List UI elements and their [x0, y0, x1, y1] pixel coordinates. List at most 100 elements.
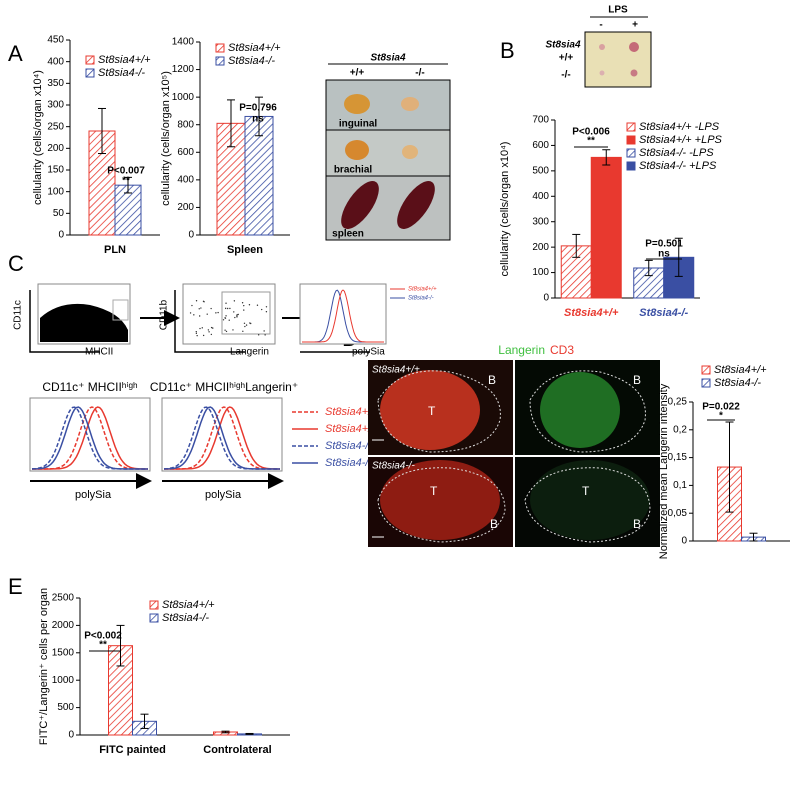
photo-column: +/+: [350, 68, 365, 79]
event-dot: [248, 304, 251, 306]
legend-label: St8sia4+/+: [714, 364, 767, 376]
event-dot: [198, 315, 201, 317]
event-dot: [201, 327, 203, 329]
event-dot: [224, 307, 227, 310]
legend-swatch: [215, 56, 225, 66]
event-dot: [193, 314, 195, 316]
panel-label: A: [8, 41, 23, 66]
plot-frame: [299, 283, 387, 345]
event-dot: [210, 333, 213, 336]
organ: [402, 145, 418, 159]
event-dot: [232, 329, 234, 331]
event-dot: [202, 334, 205, 337]
axis-arrow: [174, 290, 245, 353]
y-tick-label: 50: [53, 208, 65, 219]
event-dot: [196, 334, 198, 337]
legend-label: St8sia4-/-: [325, 457, 372, 469]
annotation: P=0.796: [239, 103, 277, 114]
legend-swatch: [626, 161, 636, 171]
legend-label: St8sia4+/+: [98, 54, 151, 66]
y-tick-label: 400: [47, 56, 64, 67]
y-tick-label: 0,25: [668, 397, 688, 408]
event-dot: [245, 324, 248, 326]
legend-label: St8sia4+/+: [162, 599, 215, 611]
organ: [341, 181, 379, 229]
x-tick-label: PLN: [104, 244, 126, 256]
annotation: P<0.007: [107, 166, 145, 177]
y-tick-label: 600: [177, 147, 194, 158]
legend-label: St8sia4-/-: [98, 67, 145, 79]
legend-label: St8sia4+/+ -LPS: [639, 121, 720, 133]
y-tick-label: 400: [177, 174, 194, 185]
legend-swatch: [626, 122, 636, 132]
photo-column: -/-: [415, 68, 424, 79]
blot-title: LPS: [608, 5, 628, 16]
event-dot: [195, 300, 198, 302]
event-dot: [256, 304, 259, 306]
legend-label: St8sia4-/-: [228, 55, 275, 67]
event-dot: [234, 316, 236, 319]
row-label: St8sia4-/-: [372, 461, 415, 472]
legend-swatch: [149, 613, 159, 623]
plot-frame: [161, 397, 283, 472]
event-dot: [217, 311, 219, 314]
event-dot: [237, 313, 239, 316]
legend-label: St8sia4+/+: [325, 423, 378, 435]
y-tick-label: 700: [532, 115, 549, 126]
y-tick-label: 300: [532, 216, 549, 227]
event-dot: [243, 309, 245, 311]
legend-label: St8sia4+/+ +LPS: [639, 134, 723, 146]
y-tick-label: 0: [681, 536, 687, 547]
y-tick-label: 2500: [52, 593, 75, 604]
event-dot: [233, 311, 235, 313]
event-dot: [229, 307, 231, 310]
region-label: T: [582, 484, 590, 498]
event-dot: [236, 316, 238, 318]
histogram: [302, 289, 384, 343]
x-tick-label: Controlateral: [203, 744, 271, 756]
histogram: [163, 406, 280, 470]
tissue: [380, 460, 500, 540]
y-axis-label: cellularity (cells/organ x10⁵): [160, 71, 172, 206]
y-tick-label: 350: [47, 78, 64, 89]
flow-axis-label: MHCII: [85, 347, 113, 358]
y-tick-label: 1000: [172, 92, 195, 103]
event-dot: [189, 312, 192, 314]
outline: [524, 467, 651, 543]
y-tick-label: 0,2: [673, 424, 687, 435]
event-dot: [198, 308, 200, 310]
y-tick-label: 1500: [52, 647, 75, 658]
x-tick-label: FITC painted: [99, 744, 166, 756]
photo-row: spleen: [332, 229, 364, 240]
legend-swatch: [85, 55, 95, 65]
legend-swatch: [626, 135, 636, 145]
organ: [401, 97, 419, 111]
panel-label: B: [500, 38, 515, 63]
y-axis-label: FITC⁺/Langerin⁺ cells per organ: [38, 588, 50, 745]
outline: [377, 370, 501, 453]
y-tick-label: 100: [532, 267, 549, 278]
event-dot: [215, 312, 217, 314]
y-tick-label: 300: [47, 100, 64, 111]
y-tick-label: 200: [47, 143, 64, 154]
annotation: P=0.501: [645, 239, 683, 250]
legend-label: St8sia4+/+: [325, 406, 378, 418]
histogram: [163, 406, 280, 470]
y-tick-label: 400: [532, 191, 549, 202]
y-tick-label: 0: [58, 230, 64, 241]
y-tick-label: 2000: [52, 620, 75, 631]
histogram: [32, 406, 148, 470]
legend-swatch: [626, 148, 636, 158]
event-dot: [210, 326, 213, 329]
event-dot: [244, 325, 246, 328]
spot: [599, 44, 605, 50]
y-axis-label: cellularity (cells/organ x10⁴): [499, 142, 511, 277]
flow-axis-label: polySia: [75, 489, 112, 501]
blot-row: -/-: [561, 70, 570, 81]
y-tick-label: 500: [57, 702, 74, 713]
panel-label: C: [8, 251, 24, 276]
y-tick-label: 0,1: [673, 480, 687, 491]
y-tick-label: 100: [47, 186, 64, 197]
legend-label: St8sia4-/-: [325, 440, 372, 452]
